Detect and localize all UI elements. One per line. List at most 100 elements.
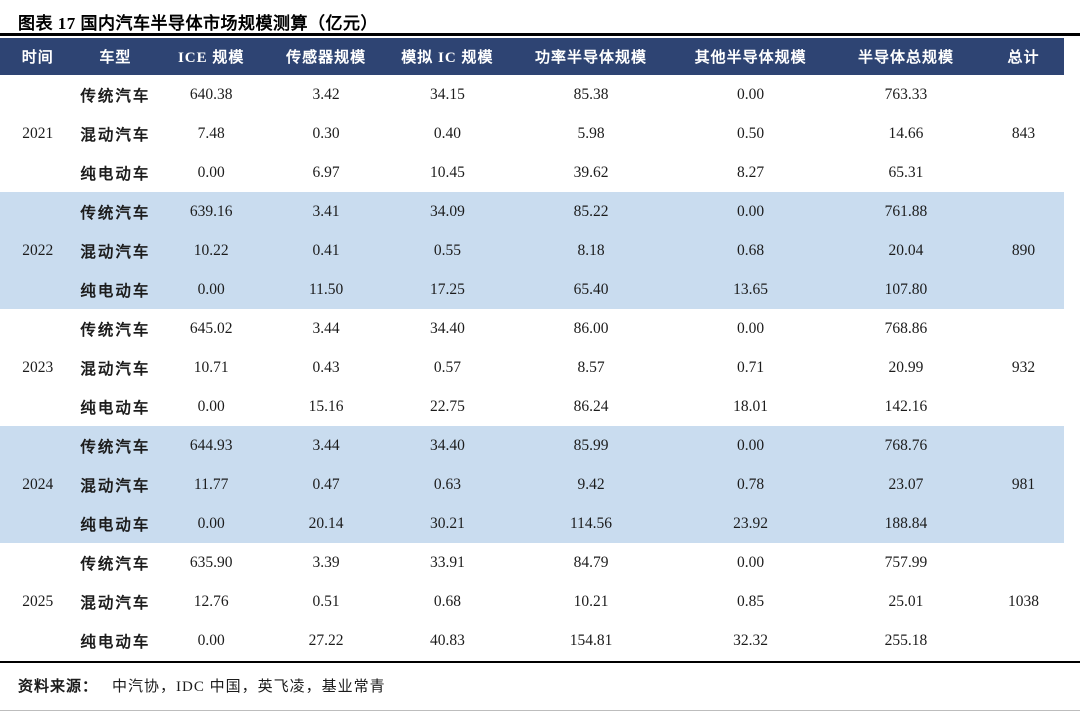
- year-cell: 2025: [22, 592, 54, 610]
- value-cell: 107.80: [828, 270, 984, 309]
- title-divider: [0, 33, 1080, 36]
- value-cell: 34.15: [429, 85, 465, 103]
- col-header-other-semi: 其他半导体规模: [672, 38, 829, 75]
- vehicle-type-cell: 传统汽车: [80, 321, 151, 339]
- value-cell: 85.38: [573, 85, 609, 103]
- value-cell: 757.99: [884, 553, 928, 571]
- value-cell: 14.66: [888, 124, 924, 142]
- value-cell: 640.38: [189, 85, 233, 103]
- year-group-2021: 2021 传统汽车 640.38 3.42 34.15 85.38 0.00 7…: [0, 75, 1064, 192]
- value-cell: 3.39: [312, 553, 340, 571]
- value-cell: 12.76: [193, 592, 229, 610]
- value-cell: 761.88: [828, 192, 984, 231]
- value-cell: 0.50: [737, 124, 765, 142]
- table-row: 2021 传统汽车 640.38 3.42 34.15 85.38 0.00 7…: [0, 75, 1064, 142]
- value-cell: 0.55: [385, 231, 510, 270]
- value-cell: 768.76: [828, 426, 984, 465]
- vehicle-type-cell: 传统汽车: [75, 426, 156, 465]
- value-cell: 30.21: [385, 504, 510, 543]
- value-cell: 0.85: [737, 592, 765, 610]
- col-header-vehicle: 车型: [75, 38, 156, 75]
- value-cell: 15.16: [308, 397, 344, 415]
- value-cell: 13.65: [672, 270, 829, 309]
- value-cell: 34.40: [429, 319, 465, 337]
- value-cell: 20.99: [888, 358, 924, 376]
- value-cell: 32.32: [733, 631, 769, 649]
- value-cell: 8.27: [737, 163, 765, 181]
- value-cell: 65.40: [509, 270, 673, 309]
- value-cell: 86.00: [573, 319, 609, 337]
- total-cell: 843: [1011, 124, 1036, 142]
- value-cell: 65.31: [888, 163, 924, 181]
- col-header-analog-ic: 模拟 IC 规模: [385, 38, 510, 75]
- total-cell: 1038: [1008, 592, 1040, 610]
- value-cell: 635.90: [189, 553, 233, 571]
- year-cell: 2023: [22, 358, 54, 376]
- value-cell: 0.47: [267, 465, 386, 504]
- value-cell: 763.33: [884, 85, 928, 103]
- value-cell: 0.63: [385, 465, 510, 504]
- value-cell: 9.42: [509, 465, 673, 504]
- value-cell: 188.84: [828, 504, 984, 543]
- value-cell: 0.00: [197, 163, 225, 181]
- value-cell: 154.81: [569, 631, 613, 649]
- table-row: 纯电动车 0.00 20.14 30.21 114.56 23.92 188.8…: [0, 504, 1064, 543]
- col-header-total-semi: 半导体总规模: [828, 38, 984, 75]
- vehicle-type-cell: 纯电动车: [80, 165, 151, 183]
- table-row: 混动汽车 10.71 0.43 0.57 8.57 0.71 20.99: [0, 348, 1064, 387]
- value-cell: 0.00: [197, 631, 225, 649]
- value-cell: 0.00: [672, 192, 829, 231]
- value-cell: 18.01: [733, 397, 769, 415]
- col-header-ice: ICE 规模: [155, 38, 268, 75]
- value-cell: 20.04: [828, 231, 984, 270]
- value-cell: 0.68: [672, 231, 829, 270]
- table-header: 时间 车型 ICE 规模 传感器规模 模拟 IC 规模 功率半导体规模 其他半导…: [0, 38, 1064, 75]
- figure-title: 图表 17 国内汽车半导体市场规模测算（亿元）: [18, 14, 378, 33]
- vehicle-type-cell: 纯电动车: [75, 504, 156, 543]
- table-row: 混动汽车 10.22 0.41 0.55 8.18 0.68 20.04: [0, 231, 1064, 270]
- value-cell: 0.00: [155, 270, 268, 309]
- value-cell: 0.00: [737, 319, 765, 337]
- value-cell: 33.91: [429, 553, 465, 571]
- total-cell: 981: [983, 426, 1064, 543]
- header-row: 时间 车型 ICE 规模 传感器规模 模拟 IC 规模 功率半导体规模 其他半导…: [0, 38, 1064, 75]
- value-cell: 0.00: [737, 85, 765, 103]
- value-cell: 3.44: [312, 319, 340, 337]
- value-cell: 22.75: [429, 397, 465, 415]
- vehicle-type-cell: 传统汽车: [80, 87, 151, 105]
- value-cell: 0.30: [312, 124, 340, 142]
- value-cell: 20.14: [267, 504, 386, 543]
- value-cell: 0.71: [737, 358, 765, 376]
- col-header-time: 时间: [0, 38, 76, 75]
- vehicle-type-cell: 纯电动车: [80, 399, 151, 417]
- bottom-divider: [0, 710, 1080, 711]
- vehicle-type-cell: 混动汽车: [75, 231, 156, 270]
- year-cell: 2024: [0, 426, 76, 543]
- value-cell: 6.97: [312, 163, 340, 181]
- value-cell: 85.99: [509, 426, 673, 465]
- table-row: 纯电动车 0.00 15.16 22.75 86.24 18.01 142.16: [0, 387, 1064, 426]
- year-group-2022: 2022 传统汽车 639.16 3.41 34.09 85.22 0.00 7…: [0, 192, 1064, 309]
- value-cell: 0.00: [737, 553, 765, 571]
- year-group-2025: 2025 传统汽车 635.90 3.39 33.91 84.79 0.00 7…: [0, 543, 1064, 660]
- value-cell: 10.71: [193, 358, 229, 376]
- value-cell: 7.48: [197, 124, 225, 142]
- value-cell: 85.22: [509, 192, 673, 231]
- table-row: 2022 传统汽车 639.16 3.41 34.09 85.22 0.00 7…: [0, 192, 1064, 309]
- year-group-2024: 2024 传统汽车 644.93 3.44 34.40 85.99 0.00 7…: [0, 426, 1064, 543]
- value-cell: 0.68: [433, 592, 461, 610]
- value-cell: 11.50: [267, 270, 386, 309]
- col-header-grand-total: 总计: [983, 38, 1064, 75]
- vehicle-type-cell: 传统汽车: [80, 555, 151, 573]
- table-row: 纯电动车 0.00 6.97 10.45 39.62 8.27 65.31: [0, 153, 1064, 192]
- value-cell: 23.92: [672, 504, 829, 543]
- value-cell: 114.56: [509, 504, 673, 543]
- value-cell: 5.98: [577, 124, 605, 142]
- total-cell: 890: [983, 192, 1064, 309]
- value-cell: 0.40: [433, 124, 461, 142]
- value-cell: 0.78: [672, 465, 829, 504]
- col-header-power-semi: 功率半导体规模: [509, 38, 673, 75]
- semiconductor-market-table: 时间 车型 ICE 规模 传感器规模 模拟 IC 规模 功率半导体规模 其他半导…: [0, 38, 1064, 660]
- value-cell: 0.57: [433, 358, 461, 376]
- value-cell: 0.00: [155, 504, 268, 543]
